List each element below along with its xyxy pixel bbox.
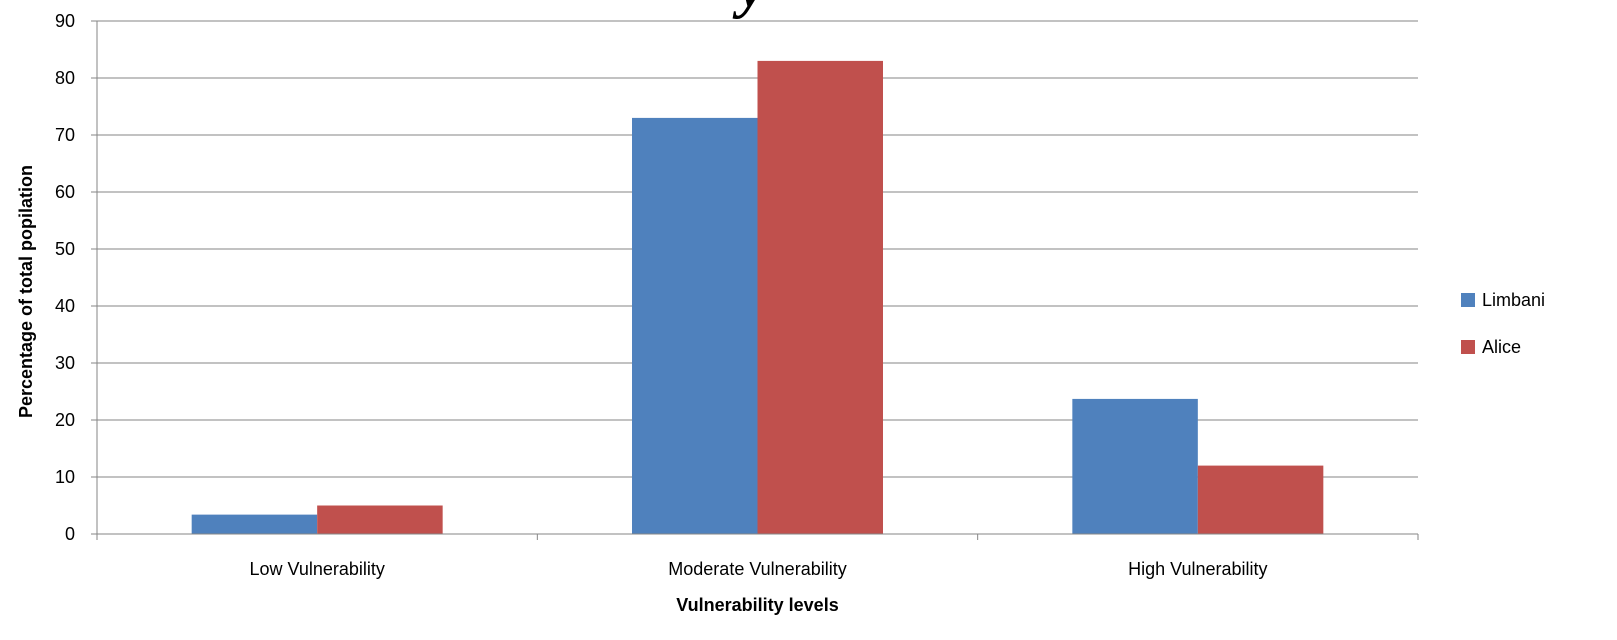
bar-limbani-0 [191, 514, 318, 534]
y-tick-label: 40 [55, 296, 75, 316]
y-tick-label: 30 [55, 353, 75, 373]
legend-label-alice: Alice [1482, 337, 1521, 357]
x-tick-label: High Vulnerability [1128, 559, 1267, 579]
y-tick-label: 80 [55, 68, 75, 88]
x-tick-label: Moderate Vulnerability [668, 559, 846, 579]
x-tick-label: Low Vulnerability [249, 559, 384, 579]
y-tick-label: 0 [65, 524, 75, 544]
bar-limbani-2 [1072, 398, 1198, 534]
bar-limbani-1 [632, 117, 758, 535]
legend-swatch-limbani [1461, 293, 1475, 307]
y-tick-label: 50 [55, 239, 75, 259]
bar-alice-0 [317, 505, 443, 534]
y-tick-label: 20 [55, 410, 75, 430]
y-tick-label: 70 [55, 125, 75, 145]
bar-alice-2 [1197, 465, 1324, 534]
y-axis-title: Percentage of total popilation [16, 165, 36, 418]
legend-label-limbani: Limbani [1482, 290, 1545, 310]
chart-title-fragment: y [733, 0, 766, 19]
x-axis-title: Vulnerability levels [676, 595, 838, 615]
y-tick-label: 60 [55, 182, 75, 202]
bar-alice-1 [757, 60, 883, 535]
legend-swatch-alice [1461, 340, 1475, 354]
y-tick-label: 90 [55, 11, 75, 31]
y-tick-label: 10 [55, 467, 75, 487]
